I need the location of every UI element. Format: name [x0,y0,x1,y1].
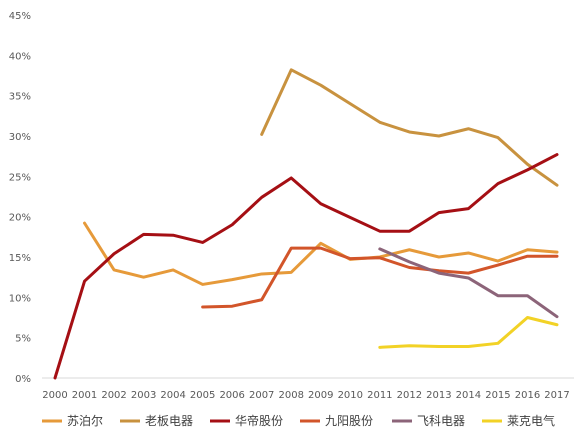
x-tick-label: 2013 [426,390,451,401]
y-tick-label: 45% [9,11,31,22]
y-tick-label: 0% [15,374,31,385]
x-tick-label: 2008 [279,390,304,401]
series-line-2 [53,153,559,380]
y-tick-label: 35% [9,92,31,103]
series-line-5 [378,316,559,349]
series-line-1 [260,68,559,187]
y-tick-label: 10% [9,293,31,304]
legend-item: 苏泊尔 [42,413,103,428]
x-tick-label: 2004 [160,390,185,401]
legend-item: 飞科电器 [392,414,465,428]
x-tick-label: 2016 [515,390,540,401]
x-tick-label: 2002 [101,390,126,401]
legend-item: 老板电器 [120,414,193,428]
y-tick-label: 20% [9,213,31,224]
x-tick-label: 2000 [42,390,67,401]
x-tick-label: 2015 [485,390,510,401]
x-tick-label: 2009 [308,390,333,401]
x-tick-label: 2005 [190,390,215,401]
y-axis-ticks: 0% 5% 10% 15% 20% 25% 30% 35% 40% 45% [9,11,31,385]
x-tick-label: 2011 [367,390,392,401]
y-tick-label: 15% [9,253,31,264]
series-line-3 [201,246,559,309]
legend-item: 华帝股份 [210,413,283,428]
legend: 苏泊尔 老板电器 华帝股份 九阳股份 飞科电器 莱克电气 [42,413,555,428]
x-tick-label: 2014 [456,390,481,401]
legend-label: 老板电器 [145,414,193,428]
legend-label: 苏泊尔 [67,413,103,428]
x-tick-label: 2007 [249,390,274,401]
series-line-0 [83,221,559,286]
y-tick-label: 5% [15,334,31,345]
x-axis-ticks: 2000 2001 2002 2003 2004 2005 2006 2007 2008 2009… [42,390,569,401]
y-tick-label: 25% [9,172,31,183]
series-line-4 [378,247,559,319]
x-tick-label: 2003 [131,390,156,401]
x-tick-label: 2010 [338,390,363,401]
legend-label: 华帝股份 [235,413,283,428]
legend-item: 九阳股份 [300,414,373,428]
legend-item: 莱克电气 [482,413,555,428]
legend-label: 飞科电器 [417,414,465,428]
x-tick-label: 2001 [72,390,97,401]
legend-label: 莱克电气 [507,413,555,428]
series-lines [53,68,559,380]
x-tick-label: 2012 [397,390,422,401]
y-tick-label: 40% [9,51,31,62]
y-tick-label: 30% [9,132,31,143]
x-tick-label: 2017 [544,390,569,401]
x-tick-label: 2006 [219,390,244,401]
legend-label: 九阳股份 [325,414,373,428]
